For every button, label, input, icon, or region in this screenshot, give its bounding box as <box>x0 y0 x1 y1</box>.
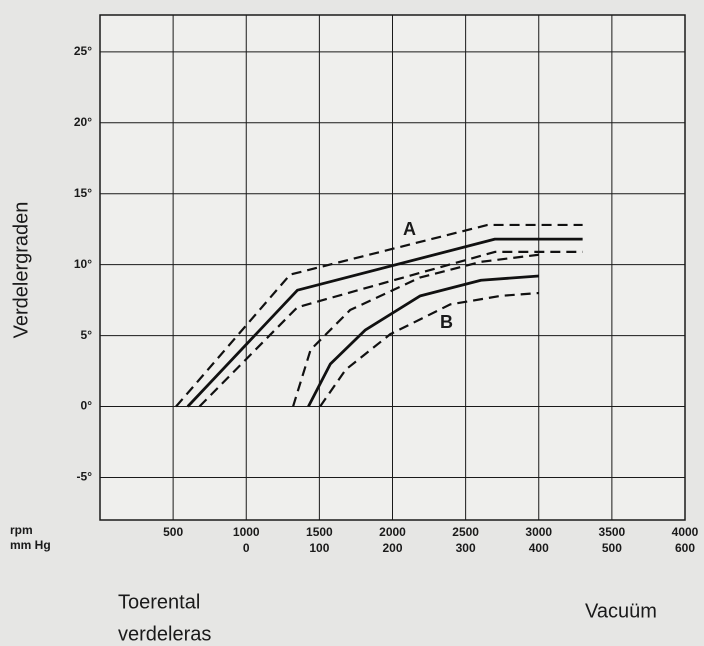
x2-tick-label: 600 <box>675 541 695 555</box>
y-tick-label: 15° <box>74 186 92 200</box>
x2-axis-label: Vacuüm <box>585 600 657 622</box>
x-tick-label: 2000 <box>379 525 406 539</box>
x2-tick-label: 500 <box>602 541 622 555</box>
x-tick-label: 1000 <box>233 525 260 539</box>
y-tick-label: -5° <box>77 470 93 484</box>
x2-tick-label: 200 <box>382 541 402 555</box>
x-tick-label: 1500 <box>306 525 333 539</box>
y-tick-label: 0° <box>81 399 93 413</box>
annotation: B <box>440 312 453 332</box>
y-axis-label: Verdelergraden <box>10 202 32 339</box>
x2-tick-label: 0 <box>243 541 250 555</box>
x-unit: rpm <box>10 523 33 537</box>
x-tick-label: 3500 <box>599 525 626 539</box>
curve <box>319 291 539 408</box>
annotation: A <box>403 219 416 239</box>
x-axis-label: Toerental <box>118 591 200 613</box>
y-tick-label: 10° <box>74 257 92 271</box>
x2-unit: mm Hg <box>10 538 51 552</box>
x2-tick-label: 100 <box>309 541 329 555</box>
curve <box>186 237 583 408</box>
x-tick-label: 3000 <box>525 525 552 539</box>
x-axis-label: verdeleras <box>118 623 211 645</box>
y-tick-label: 5° <box>81 328 93 342</box>
curve <box>291 253 539 407</box>
x-tick-label: 4000 <box>672 525 699 539</box>
curve <box>307 274 539 408</box>
x-tick-label: 2500 <box>452 525 479 539</box>
curve <box>198 250 583 408</box>
x-tick-label: 500 <box>163 525 183 539</box>
curve <box>175 223 583 408</box>
y-tick-label: 20° <box>74 115 92 129</box>
x2-tick-label: 300 <box>456 541 476 555</box>
x2-tick-label: 400 <box>529 541 549 555</box>
y-tick-label: 25° <box>74 44 92 58</box>
